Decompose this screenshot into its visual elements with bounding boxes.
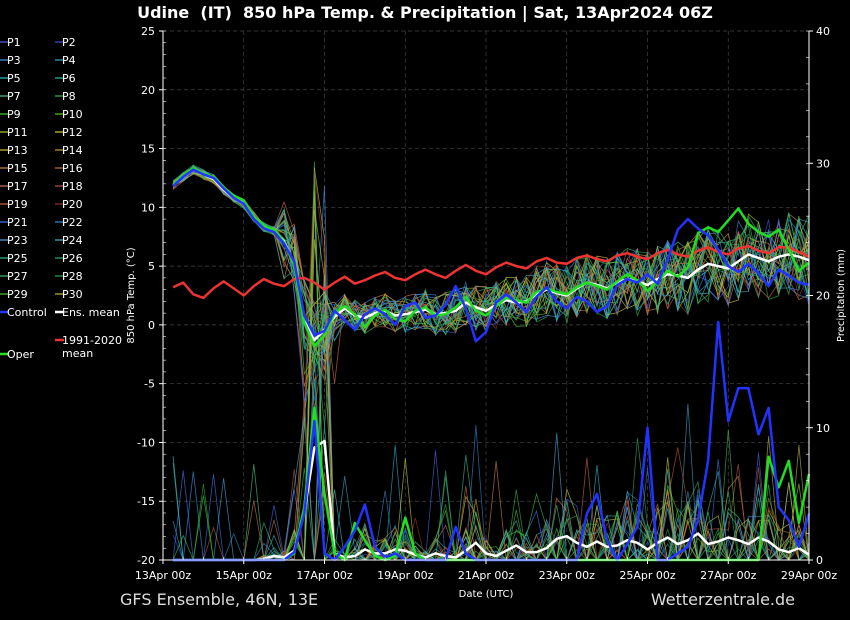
legend-label-p29: P29	[7, 288, 28, 301]
member-temp-line-p29	[172, 172, 810, 353]
legend-label-p1: P1	[7, 36, 21, 49]
x-tick-label: 23Apr 00z	[539, 569, 596, 582]
y-axis-label-left: 850 hPa Temp. (°C)	[126, 247, 137, 343]
legend-label-p14: P14	[62, 144, 83, 157]
right-tick-label: 20	[816, 290, 830, 303]
footer-source-label: Wetterzentrale.de	[650, 590, 795, 609]
series-line-control-precipitation	[173, 320, 811, 562]
legend-label-p11: P11	[7, 126, 28, 139]
left-tick-label: 0	[148, 319, 155, 332]
series-line-control	[172, 168, 810, 343]
x-tick-label: 25Apr 00z	[619, 569, 676, 582]
x-tick-label: 21Apr 00z	[458, 569, 515, 582]
member-temp-line-p30	[173, 172, 810, 328]
legend-label-p8: P8	[62, 90, 76, 103]
left-tick-label: -5	[144, 378, 155, 391]
left-tick-label: 5	[148, 260, 155, 273]
member-temp-line-p1	[172, 171, 810, 367]
member-temp-line-p14	[172, 168, 810, 333]
series-line-1991-2020-mean	[172, 244, 810, 300]
legend-label-p28: P28	[62, 270, 83, 283]
left-tick-label: 25	[141, 25, 155, 38]
left-tick-label: 10	[141, 201, 155, 214]
right-tick-label: 40	[816, 25, 830, 38]
right-tick-label: 10	[816, 422, 830, 435]
member-precip-line-p10	[173, 161, 810, 562]
legend-label-p17: P17	[7, 180, 28, 193]
legend-label-p4: P4	[62, 54, 76, 67]
legend-label-p23: P23	[7, 234, 28, 247]
legend-label-1991-2020-mean: mean	[62, 347, 93, 360]
left-tick-label: -15	[137, 495, 155, 508]
legend-label-p10: P10	[62, 108, 83, 121]
legend-label-p5: P5	[7, 72, 21, 85]
legend-label-p15: P15	[7, 162, 28, 175]
legend-label-oper: Oper	[7, 348, 34, 361]
left-tick-label: -20	[137, 554, 155, 567]
legend-label-p6: P6	[62, 72, 76, 85]
legend-label-p21: P21	[7, 216, 28, 229]
legend-label-1991-2020-mean: 1991-2020	[62, 334, 122, 347]
series-line-ens-mean-precipitation	[173, 439, 810, 562]
legend-label-p9: P9	[7, 108, 21, 121]
legend-label-ens-mean: Ens. mean	[62, 306, 120, 319]
footer-model-label: GFS Ensemble, 46N, 13E	[120, 590, 319, 609]
x-tick-label: 17Apr 00z	[296, 569, 353, 582]
member-temp-line-p21	[173, 170, 810, 402]
y-axis-label-right: Precipitation (mm)	[836, 249, 847, 342]
legend-label-p2: P2	[62, 36, 76, 49]
chart-title: Udine (IT) 850 hPa Temp. & Precipitation…	[137, 3, 713, 22]
x-tick-label: 15Apr 00z	[216, 569, 273, 582]
legend-label-p12: P12	[62, 126, 83, 139]
legend-label-p7: P7	[7, 90, 21, 103]
x-tick-label: 13Apr 00z	[135, 569, 192, 582]
legend-label-p30: P30	[62, 288, 83, 301]
member-temp-line-p4	[172, 168, 810, 346]
legend-label-p16: P16	[62, 162, 83, 175]
legend-label-p3: P3	[7, 54, 21, 67]
member-precip-line-p4	[172, 309, 810, 562]
legend-label-control: Control	[7, 306, 47, 319]
legend-label-p26: P26	[62, 252, 83, 265]
left-tick-label: 15	[141, 143, 155, 156]
right-tick-label: 30	[816, 157, 830, 170]
x-axis-label: Date (UTC)	[459, 589, 514, 600]
right-tick-label: 0	[816, 554, 823, 567]
member-precip-line-p24	[172, 378, 810, 561]
legend-label-p20: P20	[62, 198, 83, 211]
legend-label-p18: P18	[62, 180, 83, 193]
x-tick-label: 27Apr 00z	[700, 569, 757, 582]
legend-label-p25: P25	[7, 252, 28, 265]
x-tick-label: 19Apr 00z	[377, 569, 434, 582]
left-tick-label: 20	[141, 84, 155, 97]
legend-label-p27: P27	[7, 270, 28, 283]
legend-label-p22: P22	[62, 216, 83, 229]
legend-label-p13: P13	[7, 144, 28, 157]
legend-label-p24: P24	[62, 234, 83, 247]
member-temp-line-p19	[172, 166, 810, 384]
member-temp-line-p2	[172, 168, 810, 401]
member-temp-line-p13	[172, 167, 810, 371]
x-tick-label: 29Apr 00z	[781, 569, 838, 582]
legend-label-p19: P19	[7, 198, 28, 211]
left-tick-label: -10	[137, 436, 155, 449]
